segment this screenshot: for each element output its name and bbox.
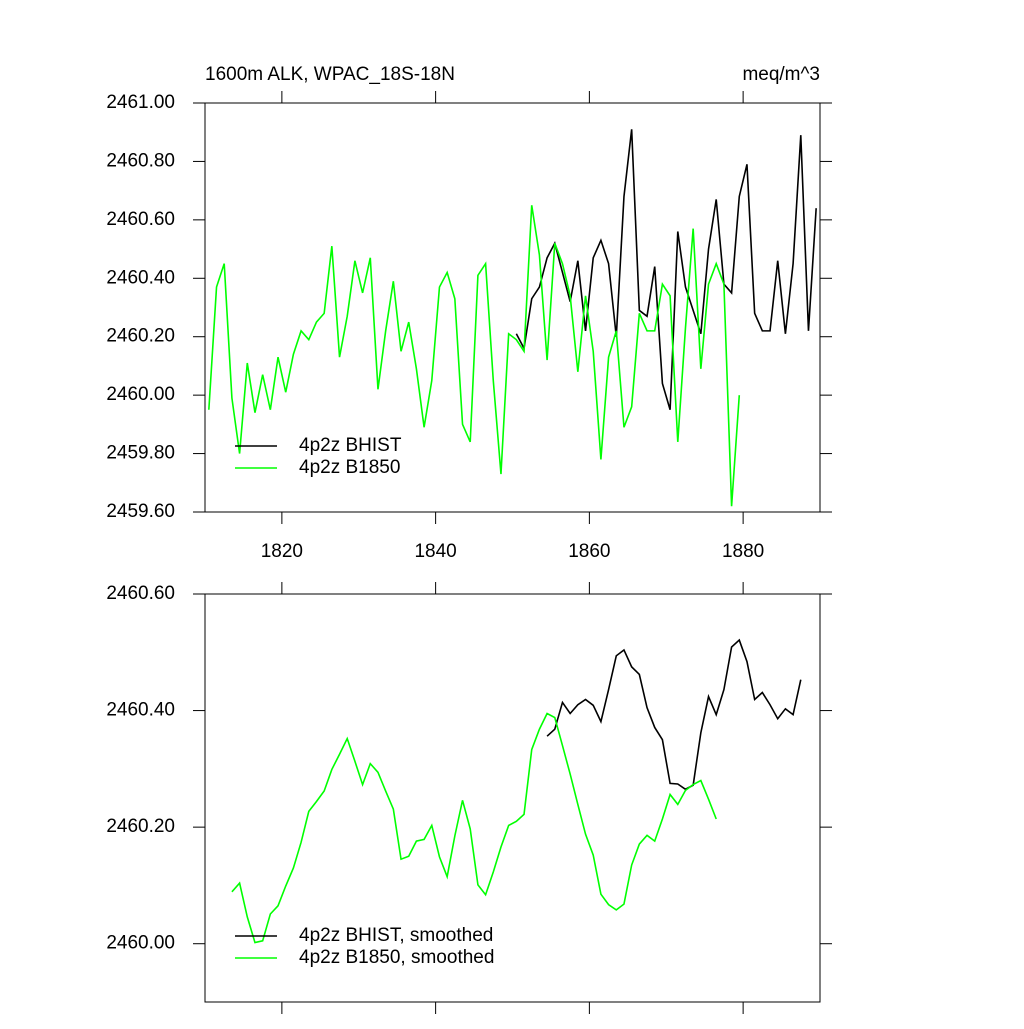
legend-label: 4p2z BHIST, smoothed bbox=[299, 925, 493, 946]
y-tick-label: 2460.00 bbox=[106, 384, 175, 405]
y-tick-label: 2460.80 bbox=[106, 150, 175, 171]
legend-label: 4p2z B1850 bbox=[299, 457, 400, 478]
x-tick-label: 1880 bbox=[722, 541, 764, 562]
x-tick-label: 1820 bbox=[261, 541, 303, 562]
x-tick-label: 1860 bbox=[568, 541, 610, 562]
plot-frame bbox=[204, 593, 821, 1003]
y-tick-label: 2460.40 bbox=[106, 700, 175, 721]
data-line bbox=[515, 129, 817, 410]
y-tick-label: 2460.20 bbox=[106, 326, 175, 347]
plot-frame bbox=[204, 102, 821, 513]
x-tick-label: 1840 bbox=[414, 541, 456, 562]
data-line bbox=[231, 712, 717, 944]
data-line bbox=[208, 205, 741, 507]
legend-label: 4p2z BHIST bbox=[299, 435, 402, 456]
units-label: meq/m^3 bbox=[742, 64, 820, 85]
data-line bbox=[546, 638, 802, 791]
y-tick-label: 2460.00 bbox=[106, 933, 175, 954]
y-tick-label: 2460.60 bbox=[106, 209, 175, 230]
y-tick-label: 2460.60 bbox=[106, 583, 175, 604]
y-tick-label: 2459.60 bbox=[106, 501, 175, 522]
chart-title: 1600m ALK, WPAC_18S-18N bbox=[205, 64, 455, 85]
y-tick-label: 2459.80 bbox=[106, 443, 175, 464]
legend-label: 4p2z B1850, smoothed bbox=[299, 947, 494, 968]
y-tick-label: 2460.20 bbox=[106, 816, 175, 837]
y-tick-label: 2460.40 bbox=[106, 267, 175, 288]
y-tick-label: 2461.00 bbox=[106, 92, 175, 113]
